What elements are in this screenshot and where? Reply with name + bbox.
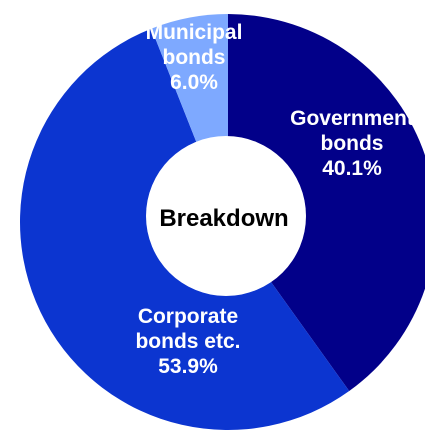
slice-name-label: Municipal <box>146 21 243 44</box>
slice-value-label: 40.1% <box>322 157 382 180</box>
pie-slice <box>228 14 425 392</box>
donut-hole <box>146 136 306 296</box>
slice-name-label: bonds <box>163 46 226 69</box>
slice-name-label: bonds <box>321 132 384 155</box>
slice-name-label: Corporate <box>138 305 238 328</box>
slice-name-label: bonds etc. <box>135 330 240 353</box>
slice-value-label: 53.9% <box>158 355 218 378</box>
center-label: Breakdown <box>159 205 288 232</box>
slice-value-label: 6.0% <box>170 71 218 94</box>
slice-name-label: Government <box>290 107 414 130</box>
